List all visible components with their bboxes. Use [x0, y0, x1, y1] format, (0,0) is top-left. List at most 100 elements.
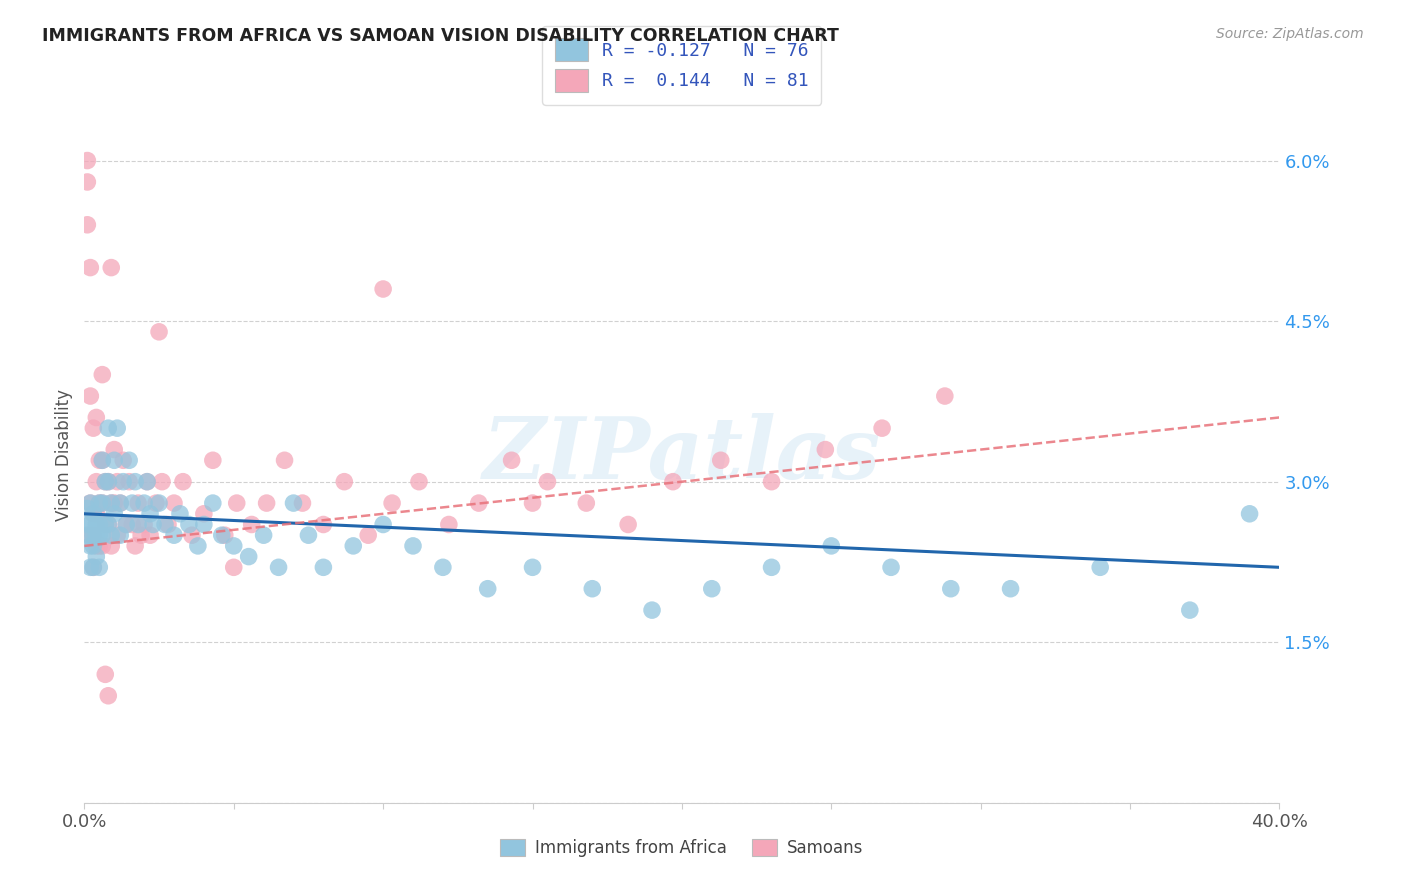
Point	[97, 475, 120, 489]
Point	[181, 528, 204, 542]
Point	[97, 517, 120, 532]
Point	[710, 453, 733, 467]
Point	[477, 582, 499, 596]
Point	[934, 389, 956, 403]
Point	[211, 528, 233, 542]
Point	[110, 528, 132, 542]
Point	[814, 442, 837, 457]
Point	[124, 539, 146, 553]
Point	[150, 475, 173, 489]
Point	[132, 517, 156, 532]
Point	[127, 496, 149, 510]
Point	[641, 603, 664, 617]
Point	[139, 507, 162, 521]
Point	[76, 501, 98, 516]
Point	[1090, 560, 1112, 574]
Point	[115, 517, 138, 532]
Point	[91, 528, 114, 542]
Point	[761, 560, 783, 574]
Point	[105, 421, 128, 435]
Point	[267, 560, 290, 574]
Point	[79, 539, 101, 553]
Point	[381, 496, 404, 510]
Y-axis label: Vision Disability: Vision Disability	[55, 389, 73, 521]
Point	[97, 475, 120, 489]
Point	[312, 517, 335, 532]
Point	[501, 453, 523, 467]
Point	[86, 549, 108, 564]
Point	[870, 421, 893, 435]
Point	[91, 539, 114, 553]
Point	[118, 475, 141, 489]
Point	[662, 475, 685, 489]
Point	[110, 496, 132, 510]
Point	[157, 517, 180, 532]
Point	[89, 496, 111, 510]
Point	[86, 539, 108, 553]
Point	[617, 517, 640, 532]
Point	[79, 560, 101, 574]
Point	[273, 453, 295, 467]
Point	[76, 218, 98, 232]
Point	[127, 517, 149, 532]
Point	[79, 496, 101, 510]
Legend: Immigrants from Africa, Samoans: Immigrants from Africa, Samoans	[494, 832, 870, 864]
Point	[342, 539, 364, 553]
Point	[86, 517, 108, 532]
Point	[201, 496, 224, 510]
Point	[172, 475, 194, 489]
Point	[214, 528, 236, 542]
Point	[91, 453, 114, 467]
Point	[283, 496, 305, 510]
Point	[145, 496, 167, 510]
Point	[79, 260, 101, 275]
Point	[256, 496, 278, 510]
Point	[79, 528, 101, 542]
Point	[163, 496, 186, 510]
Point	[103, 507, 125, 521]
Point	[103, 496, 125, 510]
Point	[153, 517, 176, 532]
Point	[820, 539, 842, 553]
Point	[105, 475, 128, 489]
Point	[91, 368, 114, 382]
Point	[761, 475, 783, 489]
Point	[437, 517, 460, 532]
Point	[222, 560, 245, 574]
Point	[97, 421, 120, 435]
Point	[94, 517, 117, 532]
Point	[312, 560, 335, 574]
Point	[91, 496, 114, 510]
Point	[100, 528, 122, 542]
Point	[238, 549, 260, 564]
Text: Source: ZipAtlas.com: Source: ZipAtlas.com	[1216, 27, 1364, 41]
Point	[121, 496, 143, 510]
Point	[82, 539, 104, 553]
Point	[91, 496, 114, 510]
Point	[121, 517, 143, 532]
Point	[163, 528, 186, 542]
Text: IMMIGRANTS FROM AFRICA VS SAMOAN VISION DISABILITY CORRELATION CHART: IMMIGRANTS FROM AFRICA VS SAMOAN VISION …	[42, 27, 839, 45]
Point	[142, 517, 165, 532]
Point	[94, 475, 117, 489]
Point	[79, 389, 101, 403]
Point	[169, 507, 191, 521]
Point	[373, 517, 395, 532]
Point	[100, 539, 122, 553]
Point	[82, 560, 104, 574]
Point	[468, 496, 491, 510]
Point	[103, 453, 125, 467]
Point	[82, 560, 104, 574]
Point	[82, 507, 104, 521]
Point	[91, 453, 114, 467]
Point	[939, 582, 962, 596]
Point	[76, 528, 98, 542]
Point	[193, 517, 215, 532]
Point	[86, 410, 108, 425]
Point	[357, 528, 380, 542]
Point	[76, 175, 98, 189]
Point	[575, 496, 598, 510]
Point	[86, 507, 108, 521]
Point	[581, 582, 603, 596]
Point	[1239, 507, 1261, 521]
